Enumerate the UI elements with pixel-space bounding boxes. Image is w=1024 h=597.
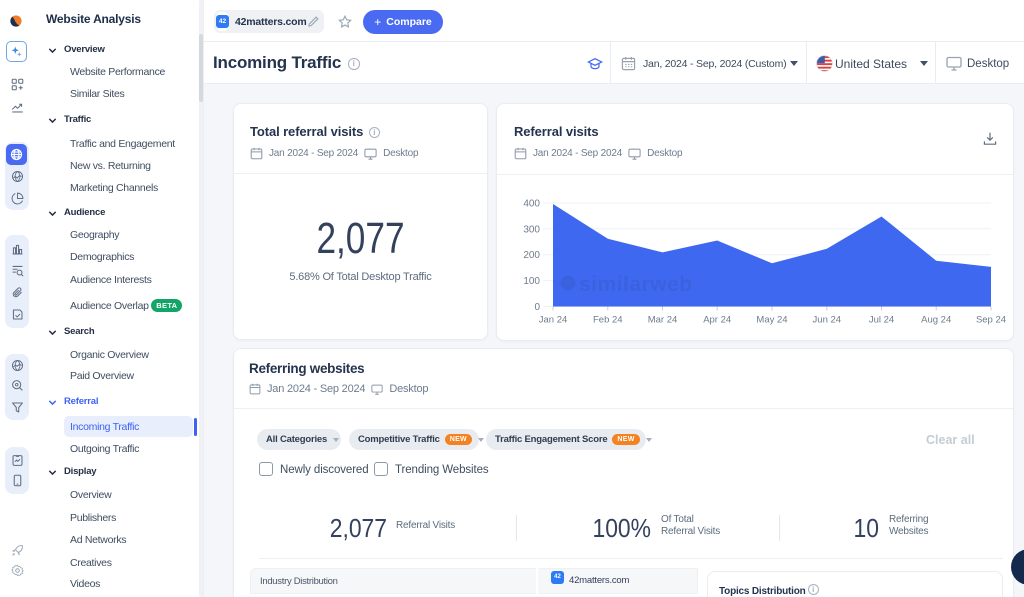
svg-text:100: 100 — [523, 276, 540, 287]
svg-text:Jan 24: Jan 24 — [539, 315, 568, 326]
svg-text:Mar 24: Mar 24 — [648, 315, 678, 326]
svg-text:May 24: May 24 — [756, 315, 787, 326]
svg-text:200: 200 — [523, 250, 540, 261]
svg-text:400: 400 — [523, 199, 540, 210]
svg-text:Jun 24: Jun 24 — [813, 315, 842, 326]
svg-text:Apr 24: Apr 24 — [703, 315, 731, 326]
svg-text:similarweb: similarweb — [579, 273, 693, 296]
svg-text:Aug 24: Aug 24 — [921, 315, 951, 326]
svg-text:Sep 24: Sep 24 — [976, 315, 1006, 326]
svg-text:300: 300 — [523, 224, 540, 235]
svg-text:Feb 24: Feb 24 — [593, 315, 623, 326]
svg-text:Jul 24: Jul 24 — [869, 315, 894, 326]
svg-text:0: 0 — [534, 302, 540, 313]
